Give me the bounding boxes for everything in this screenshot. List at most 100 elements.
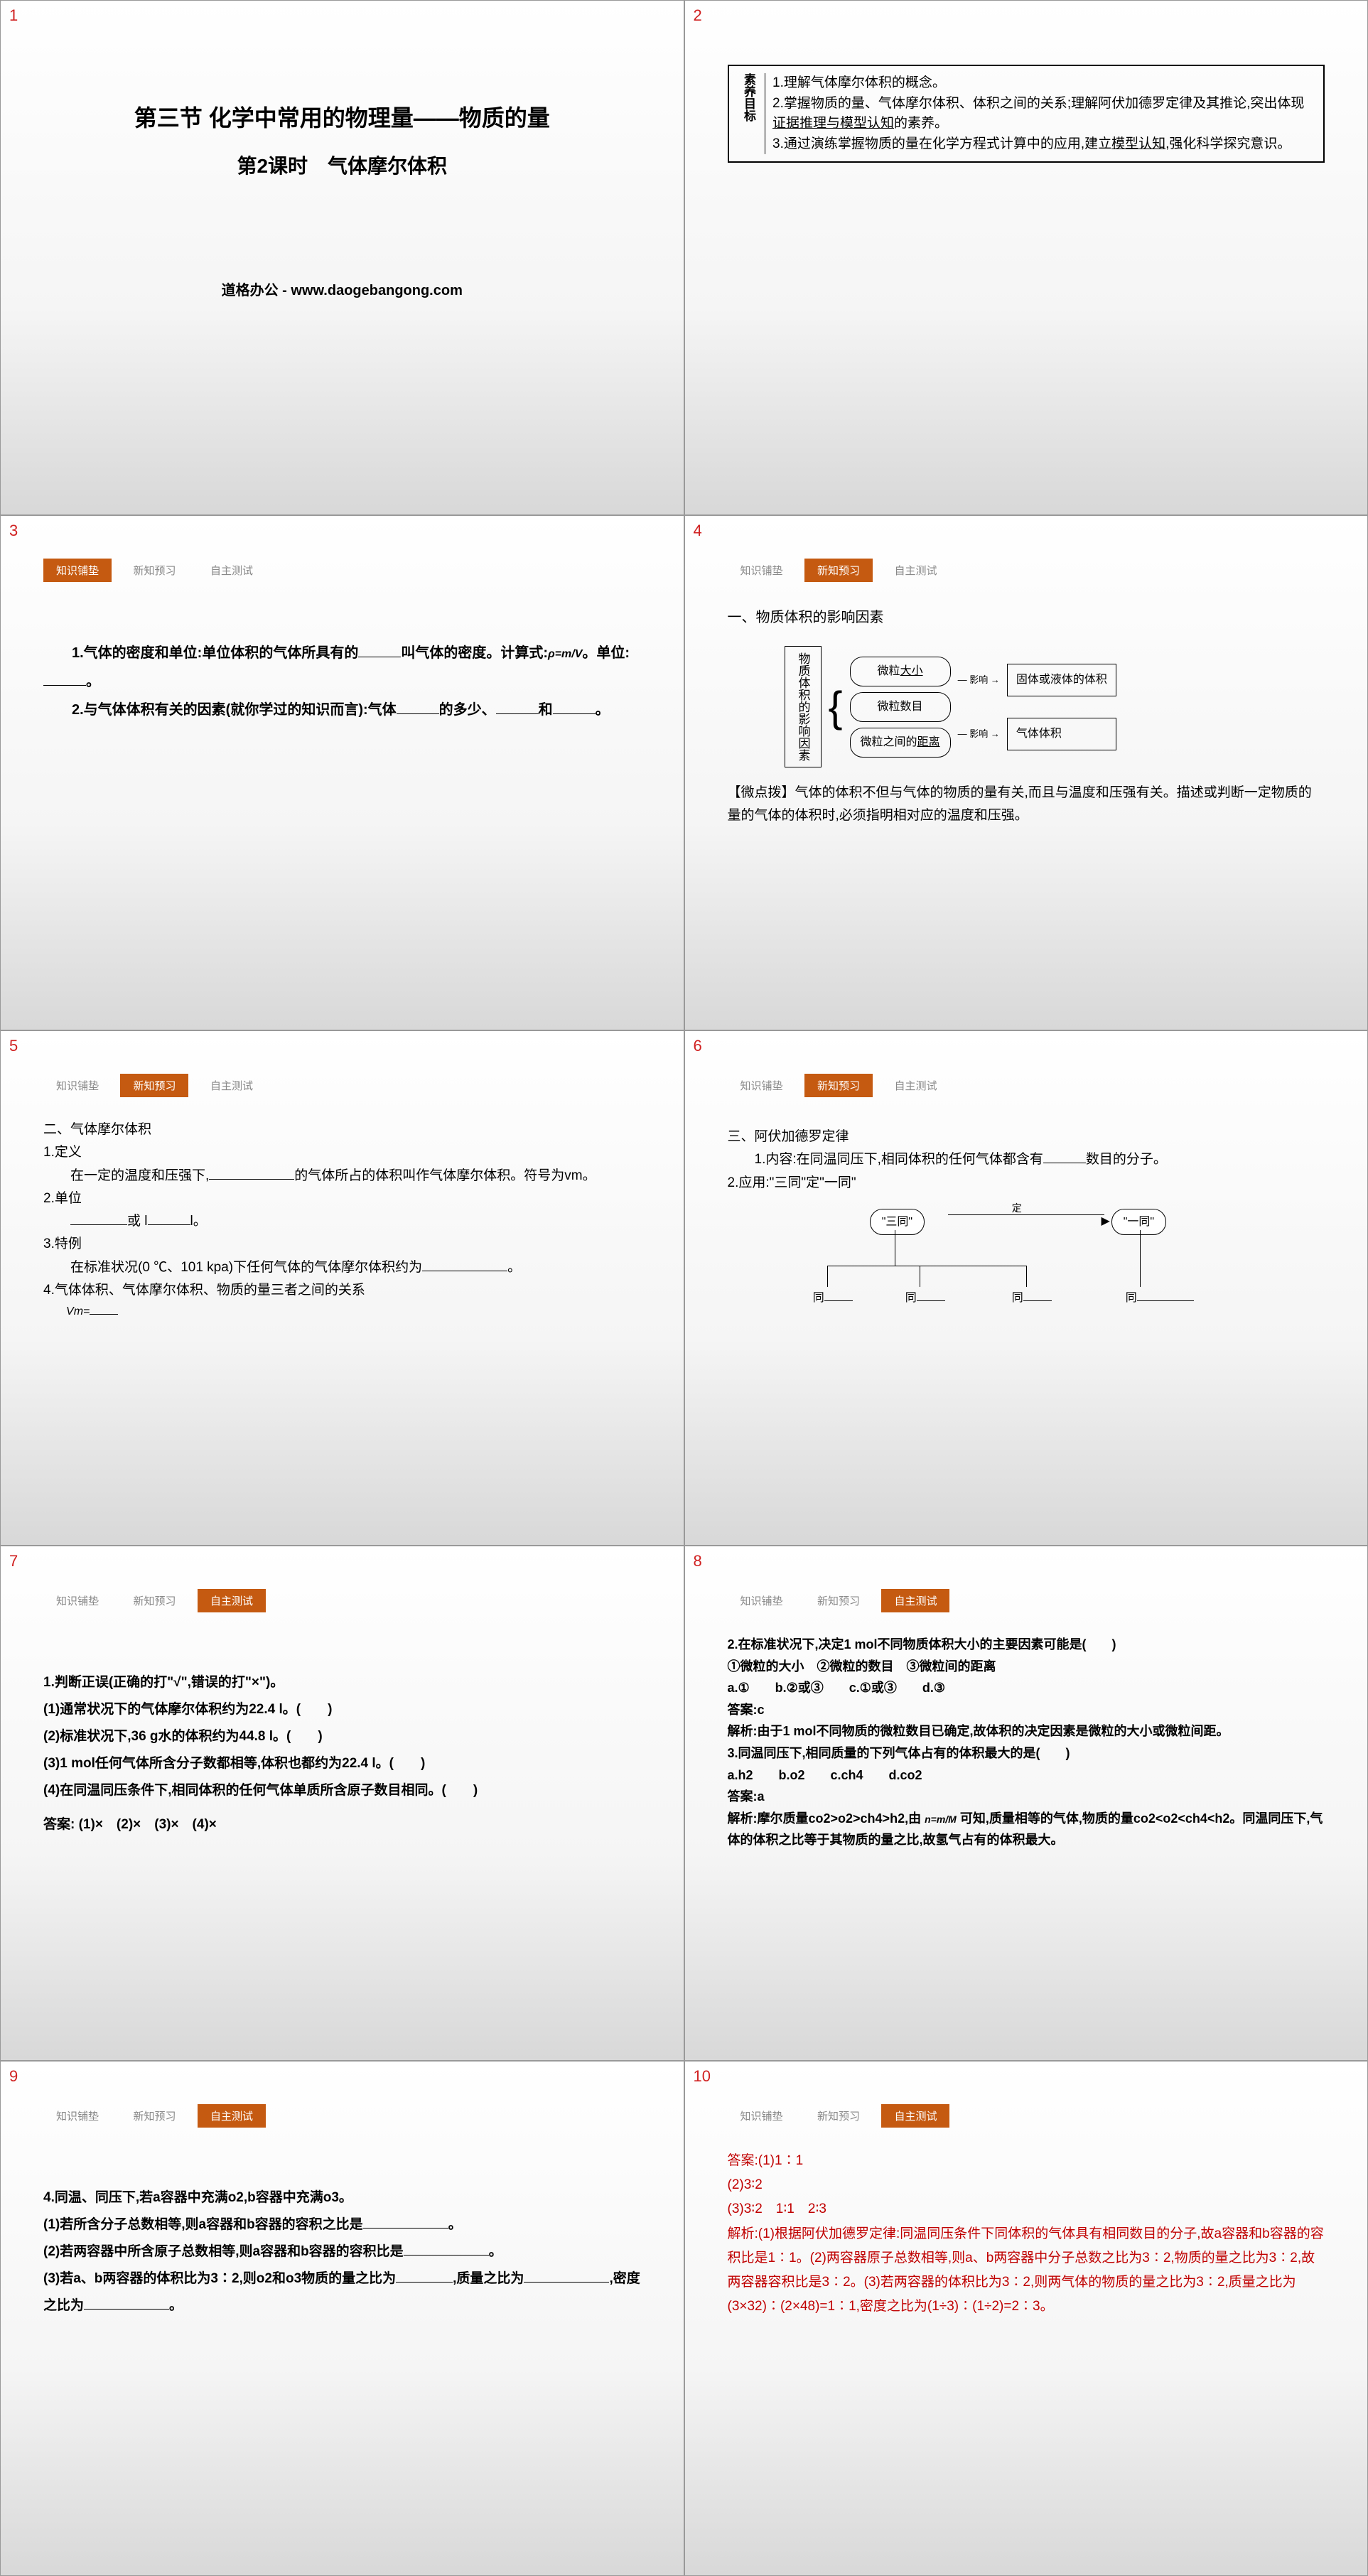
- example-label: 3.特例: [43, 1233, 641, 1256]
- bottom-2: 同: [905, 1288, 945, 1308]
- note: 【微点拨】气体的体积不但与气体的物质的量有关,而且与温度和压强有关。描述或判断一…: [728, 782, 1325, 828]
- diagram-root: 物质体积的影响因素: [785, 646, 822, 767]
- tab-knowledge[interactable]: 知识铺垫: [728, 2104, 796, 2128]
- blank: [90, 1302, 118, 1315]
- tab-preview[interactable]: 新知预习: [120, 559, 188, 582]
- tab-selftest[interactable]: 自主测试: [881, 1589, 949, 1612]
- blank: [1043, 1150, 1086, 1163]
- tab-selftest[interactable]: 自主测试: [881, 2104, 949, 2128]
- q2-options: ①微粒的大小 ②微粒的数目 ③微粒间的距离: [728, 1656, 1325, 1678]
- tabs: 知识铺垫 新知预习 自主测试: [43, 1074, 641, 1097]
- slide-number: 10: [694, 2067, 711, 2086]
- tabs: 知识铺垫 新知预习 自主测试: [43, 2104, 641, 2128]
- blank: [824, 1288, 853, 1301]
- tab-preview[interactable]: 新知预习: [804, 2104, 873, 2128]
- arrows: — 影响 → — 影响 →: [958, 671, 1000, 743]
- q2-choices: a.① b.②或③ c.①或③ d.③: [728, 1677, 1325, 1699]
- slide-number: 3: [9, 522, 18, 540]
- tabs: 知识铺垫 新知预习 自主测试: [43, 1589, 641, 1612]
- relation-label: 4.气体体积、气体摩尔体积、物质的量三者之间的关系: [43, 1279, 641, 1302]
- def-text: 在一定的温度和压强下,的气体所占的体积叫作气体摩尔体积。符号为vm。: [43, 1165, 641, 1187]
- arrow-2: — 影响 →: [958, 725, 1000, 743]
- tab-knowledge[interactable]: 知识铺垫: [43, 1074, 112, 1097]
- content: 1.气体的密度和单位:单位体积的气体所具有的叫气体的密度。计算式:ρ=m/V。单…: [43, 639, 641, 724]
- blank: [1023, 1288, 1052, 1301]
- slide-number: 6: [694, 1037, 702, 1055]
- main-title: 第三节 化学中常用的物理量——物质的量: [43, 100, 641, 136]
- heading: 二、气体摩尔体积: [43, 1119, 641, 1141]
- tab-preview[interactable]: 新知预习: [120, 1074, 188, 1097]
- ans-1: 答案:(1)1∶1: [728, 2149, 1325, 2173]
- q4-3: (3)若a、b两容器的体积比为3∶2,则o2和o3物质的量之比为,质量之比为,密…: [43, 2265, 641, 2319]
- q1-2: (2)标准状况下,36 g水的体积约为44.8 l。( ): [43, 1723, 641, 1750]
- tab-preview[interactable]: 新知预习: [120, 2104, 188, 2128]
- tabs: 知识铺垫 新知预习 自主测试: [728, 2104, 1325, 2128]
- blank: [358, 645, 401, 657]
- heading: 三、阿伏加德罗定律: [728, 1126, 1325, 1148]
- node-distance: 微粒之间的距离: [850, 728, 951, 758]
- q3-answer: 答案:a: [728, 1786, 1325, 1808]
- tab-selftest[interactable]: 自主测试: [198, 1074, 266, 1097]
- ans-3: (3)3∶2 1∶1 2∶3: [728, 2197, 1325, 2221]
- tab-preview[interactable]: 新知预习: [120, 1589, 188, 1612]
- obj-1: 1.理解气体摩尔体积的概念。: [772, 73, 1313, 94]
- box-three-same: "三同": [870, 1209, 925, 1235]
- result-solid: 固体或液体的体积: [1007, 664, 1116, 696]
- node-size: 微粒微粒大小大小: [850, 657, 951, 686]
- tab-selftest[interactable]: 自主测试: [198, 1589, 266, 1612]
- blank: [70, 1212, 127, 1225]
- q4-2: (2)若两容器中所含原子总数相等,则a容器和b容器的容积比是。: [43, 2238, 641, 2265]
- tab-knowledge[interactable]: 知识铺垫: [43, 2104, 112, 2128]
- unit-text: 或 ll。: [43, 1210, 641, 1233]
- tab-selftest[interactable]: 自主测试: [198, 559, 266, 582]
- bracket-icon: {: [829, 696, 843, 718]
- blank: [84, 2297, 169, 2310]
- slide-2: 2 素养目标 1.理解气体摩尔体积的概念。 2.掌握物质的量、气体摩尔体积、体积…: [684, 0, 1368, 515]
- diagram-mid: 微粒微粒大小大小 微粒数目 微粒之间的距离: [850, 657, 951, 758]
- tab-selftest[interactable]: 自主测试: [881, 1074, 949, 1097]
- blank: [553, 701, 596, 714]
- blank: [397, 701, 439, 714]
- tab-knowledge[interactable]: 知识铺垫: [728, 559, 796, 582]
- q3-explain: 解析:摩尔质量co2>o2>ch4>h2,由 n=m/M 可知,质量相等的气体,…: [728, 1808, 1325, 1851]
- law-content: 1.内容:在同温同压下,相同体积的任何气体都含有数目的分子。: [728, 1148, 1325, 1171]
- blank: [396, 2270, 453, 2283]
- formula: Vm=: [43, 1302, 641, 1321]
- arrow-1: — 影响 →: [958, 671, 1000, 689]
- arrow-label: 定: [1012, 1200, 1022, 1217]
- tab-knowledge[interactable]: 知识铺垫: [43, 559, 112, 582]
- same-diagram: "三同" "一同" ▶ 定 同 同 同 同: [813, 1209, 1239, 1322]
- slide-1: 1 第三节 化学中常用的物理量——物质的量 第2课时 气体摩尔体积 道格办公 -…: [0, 0, 684, 515]
- content: 1.判断正误(正确的打"√",错误的打"×")。 (1)通常状况下的气体摩尔体积…: [43, 1669, 641, 1838]
- tabs: 知识铺垫 新知预习 自主测试: [728, 559, 1325, 582]
- q2-explain: 解析:由于1 mol不同物质的微粒数目已确定,故体积的决定因素是微粒的大小或微粒…: [728, 1720, 1325, 1742]
- tab-selftest[interactable]: 自主测试: [881, 559, 949, 582]
- tab-preview[interactable]: 新知预习: [804, 1589, 873, 1612]
- slide-grid: 1 第三节 化学中常用的物理量——物质的量 第2课时 气体摩尔体积 道格办公 -…: [0, 0, 1368, 2576]
- tab-knowledge[interactable]: 知识铺垫: [43, 1589, 112, 1612]
- bottom-1: 同: [813, 1288, 853, 1308]
- tab-preview[interactable]: 新知预习: [804, 1074, 873, 1097]
- q1-4: (4)在同温同压条件下,相同体积的任何气体单质所含原子数目相同。( ): [43, 1777, 641, 1804]
- footer-credit: 道格办公 - www.daogebangong.com: [43, 279, 641, 299]
- tabs: 知识铺垫 新知预习 自主测试: [728, 1589, 1325, 1612]
- example-text: 在标准状况(0 ℃、101 kpa)下任何气体的气体摩尔体积约为。: [43, 1256, 641, 1279]
- explanation: 解析:(1)根据阿伏加德罗定律:同温同压条件下同体积的气体具有相同数目的分子,故…: [728, 2222, 1325, 2295]
- tab-selftest[interactable]: 自主测试: [198, 2104, 266, 2128]
- blank: [404, 2243, 489, 2256]
- q4-1: (1)若所含分子总数相等,则a容器和b容器的容积之比是。: [43, 2211, 641, 2238]
- obj-2: 2.掌握物质的量、气体摩尔体积、体积之间的关系;理解阿伏加德罗定律及其推论,突出…: [772, 94, 1313, 134]
- slide-number: 8: [694, 1552, 702, 1570]
- slide-10: 10 知识铺垫 新知预习 自主测试 答案:(1)1∶1 (2)3∶2 (3)3∶…: [684, 2061, 1368, 2576]
- result-gas: 气体体积: [1007, 718, 1116, 750]
- tab-knowledge[interactable]: 知识铺垫: [728, 1589, 796, 1612]
- section-title: 一、物质体积的影响因素: [728, 603, 1325, 632]
- objectives-box: 素养目标 1.理解气体摩尔体积的概念。 2.掌握物质的量、气体摩尔体积、体积之间…: [728, 65, 1325, 163]
- diagram-right: 固体或液体的体积 气体体积: [1007, 664, 1116, 750]
- tabs: 知识铺垫 新知预习 自主测试: [43, 559, 641, 582]
- tab-knowledge[interactable]: 知识铺垫: [728, 1074, 796, 1097]
- slide-6: 6 知识铺垫 新知预习 自主测试 三、阿伏加德罗定律 1.内容:在同温同压下,相…: [684, 1030, 1368, 1546]
- slide-number: 5: [9, 1037, 18, 1055]
- slide-8: 8 知识铺垫 新知预习 自主测试 2.在标准状况下,决定1 mol不同物质体积大…: [684, 1546, 1368, 2061]
- tab-preview[interactable]: 新知预习: [804, 559, 873, 582]
